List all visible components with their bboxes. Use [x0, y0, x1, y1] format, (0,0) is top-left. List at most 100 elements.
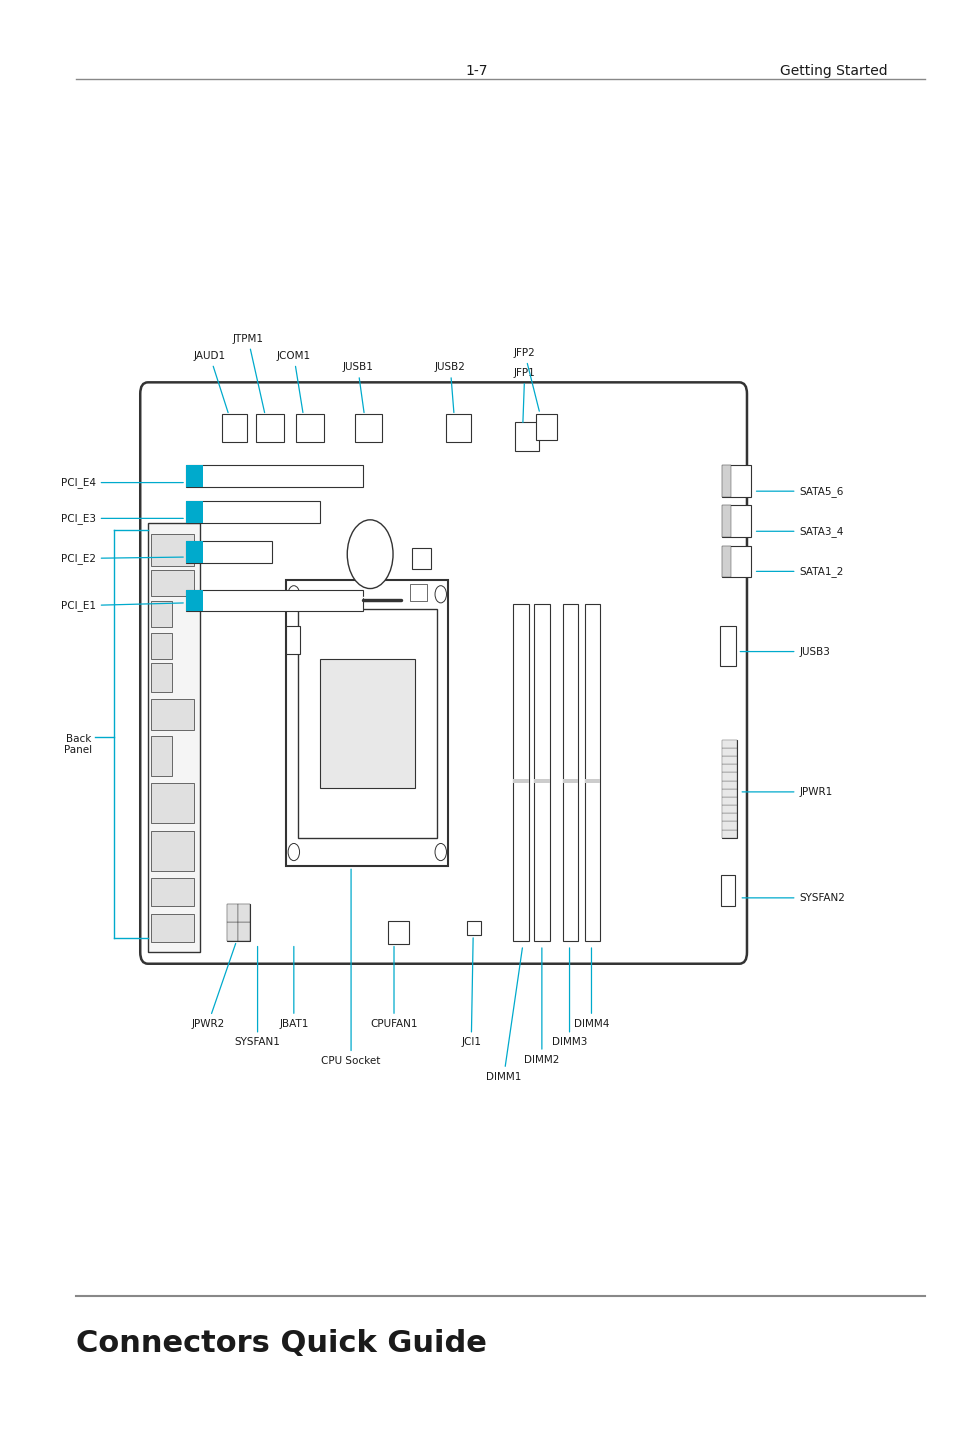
- Text: SYSFAN2: SYSFAN2: [741, 894, 844, 902]
- Bar: [151, 633, 172, 659]
- Bar: [513, 604, 528, 941]
- Text: JTPM1: JTPM1: [233, 334, 264, 412]
- Bar: [151, 736, 172, 776]
- Bar: [186, 465, 203, 487]
- Bar: [721, 772, 737, 780]
- Bar: [721, 765, 737, 772]
- Text: CPUFAN1: CPUFAN1: [370, 947, 417, 1028]
- Bar: [227, 904, 238, 922]
- Text: PCI_E2: PCI_E2: [61, 553, 183, 564]
- Bar: [186, 501, 319, 523]
- Bar: [584, 779, 599, 783]
- Text: DIMM2: DIMM2: [523, 948, 559, 1064]
- Bar: [536, 414, 557, 440]
- Bar: [297, 609, 436, 838]
- Text: Chapter 1: Chapter 1: [902, 825, 916, 894]
- Circle shape: [288, 586, 299, 603]
- Bar: [151, 831, 193, 871]
- Bar: [186, 590, 203, 611]
- Bar: [151, 601, 172, 627]
- Bar: [355, 414, 381, 442]
- Bar: [151, 783, 193, 823]
- Text: 1-7: 1-7: [465, 64, 488, 79]
- Text: JFP1: JFP1: [514, 368, 535, 422]
- Circle shape: [435, 843, 446, 861]
- Bar: [721, 505, 730, 537]
- Text: JUSB3: JUSB3: [740, 647, 829, 656]
- Circle shape: [288, 843, 299, 861]
- Bar: [562, 779, 578, 783]
- Text: DIMM3: DIMM3: [551, 948, 587, 1047]
- Bar: [151, 534, 193, 566]
- Bar: [721, 546, 750, 577]
- Text: DIMM1: DIMM1: [485, 948, 522, 1081]
- Bar: [410, 584, 427, 601]
- Bar: [186, 541, 272, 563]
- Bar: [227, 904, 250, 941]
- Text: Getting Started: Getting Started: [779, 64, 886, 79]
- Bar: [151, 878, 193, 906]
- Bar: [151, 663, 172, 692]
- Bar: [222, 414, 247, 442]
- Bar: [515, 422, 538, 451]
- Text: JCI1: JCI1: [461, 938, 480, 1047]
- Text: JUSB2: JUSB2: [435, 362, 465, 412]
- Text: JUSB1: JUSB1: [342, 362, 373, 412]
- Text: PCI_E4: PCI_E4: [61, 477, 183, 488]
- Bar: [721, 829, 737, 838]
- Bar: [255, 414, 284, 442]
- Bar: [227, 922, 238, 941]
- Bar: [721, 756, 737, 765]
- Bar: [151, 914, 193, 942]
- Text: SATA5_6: SATA5_6: [756, 485, 843, 497]
- Bar: [286, 626, 299, 654]
- Text: DIMM4: DIMM4: [573, 948, 609, 1028]
- Text: JCOM1: JCOM1: [276, 351, 311, 412]
- Bar: [721, 780, 737, 789]
- Bar: [720, 626, 735, 666]
- Bar: [148, 523, 200, 952]
- Bar: [534, 779, 549, 783]
- Bar: [513, 779, 528, 783]
- Bar: [186, 501, 203, 523]
- Text: CPU Socket: CPU Socket: [321, 869, 380, 1065]
- Bar: [721, 789, 737, 796]
- Bar: [721, 748, 737, 756]
- Text: JFP2: JFP2: [514, 348, 538, 411]
- Bar: [721, 796, 737, 805]
- Bar: [446, 414, 471, 442]
- Text: JPWR2: JPWR2: [192, 944, 235, 1028]
- Bar: [238, 922, 250, 941]
- Text: JAUD1: JAUD1: [193, 351, 228, 412]
- Bar: [151, 699, 193, 730]
- Bar: [720, 875, 734, 906]
- Bar: [534, 604, 549, 941]
- Bar: [286, 580, 448, 866]
- Bar: [721, 813, 737, 822]
- Bar: [562, 604, 578, 941]
- Bar: [721, 740, 737, 838]
- Circle shape: [347, 520, 393, 589]
- FancyBboxPatch shape: [140, 382, 746, 964]
- Text: PCI_E1: PCI_E1: [61, 600, 183, 611]
- Circle shape: [435, 586, 446, 603]
- Text: JBAT1: JBAT1: [279, 947, 308, 1028]
- Bar: [721, 465, 750, 497]
- Bar: [721, 465, 730, 497]
- Bar: [584, 604, 599, 941]
- Bar: [721, 805, 737, 813]
- Bar: [319, 659, 415, 788]
- Text: JPWR1: JPWR1: [741, 788, 832, 796]
- Bar: [388, 921, 409, 944]
- Bar: [238, 904, 250, 922]
- Bar: [295, 414, 324, 442]
- Text: Back
Panel: Back Panel: [64, 733, 92, 756]
- Bar: [186, 541, 203, 563]
- Bar: [186, 465, 362, 487]
- Bar: [721, 822, 737, 829]
- Text: Connectors Quick Guide: Connectors Quick Guide: [76, 1329, 487, 1358]
- Bar: [721, 740, 737, 748]
- Bar: [467, 921, 480, 935]
- Bar: [186, 590, 362, 611]
- Bar: [151, 570, 193, 596]
